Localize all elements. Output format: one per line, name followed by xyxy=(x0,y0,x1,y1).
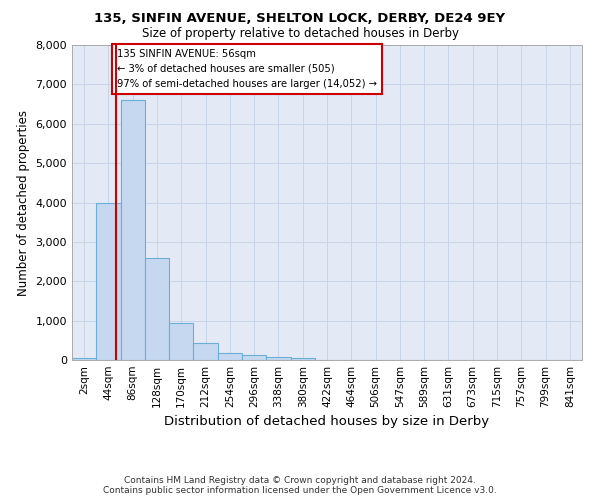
Text: 135, SINFIN AVENUE, SHELTON LOCK, DERBY, DE24 9EY: 135, SINFIN AVENUE, SHELTON LOCK, DERBY,… xyxy=(94,12,506,26)
Bar xyxy=(169,322,193,360)
Bar xyxy=(218,354,242,360)
X-axis label: Distribution of detached houses by size in Derby: Distribution of detached houses by size … xyxy=(164,416,490,428)
Y-axis label: Number of detached properties: Number of detached properties xyxy=(17,110,30,296)
Bar xyxy=(266,357,290,360)
Bar xyxy=(145,258,169,360)
Bar xyxy=(121,100,145,360)
Bar xyxy=(96,202,121,360)
Bar xyxy=(290,358,315,360)
Text: Contains HM Land Registry data © Crown copyright and database right 2024.
Contai: Contains HM Land Registry data © Crown c… xyxy=(103,476,497,495)
Text: 135 SINFIN AVENUE: 56sqm
← 3% of detached houses are smaller (505)
97% of semi-d: 135 SINFIN AVENUE: 56sqm ← 3% of detache… xyxy=(117,49,377,88)
Text: Size of property relative to detached houses in Derby: Size of property relative to detached ho… xyxy=(142,28,458,40)
Bar xyxy=(72,358,96,360)
Bar xyxy=(242,356,266,360)
Bar xyxy=(193,344,218,360)
